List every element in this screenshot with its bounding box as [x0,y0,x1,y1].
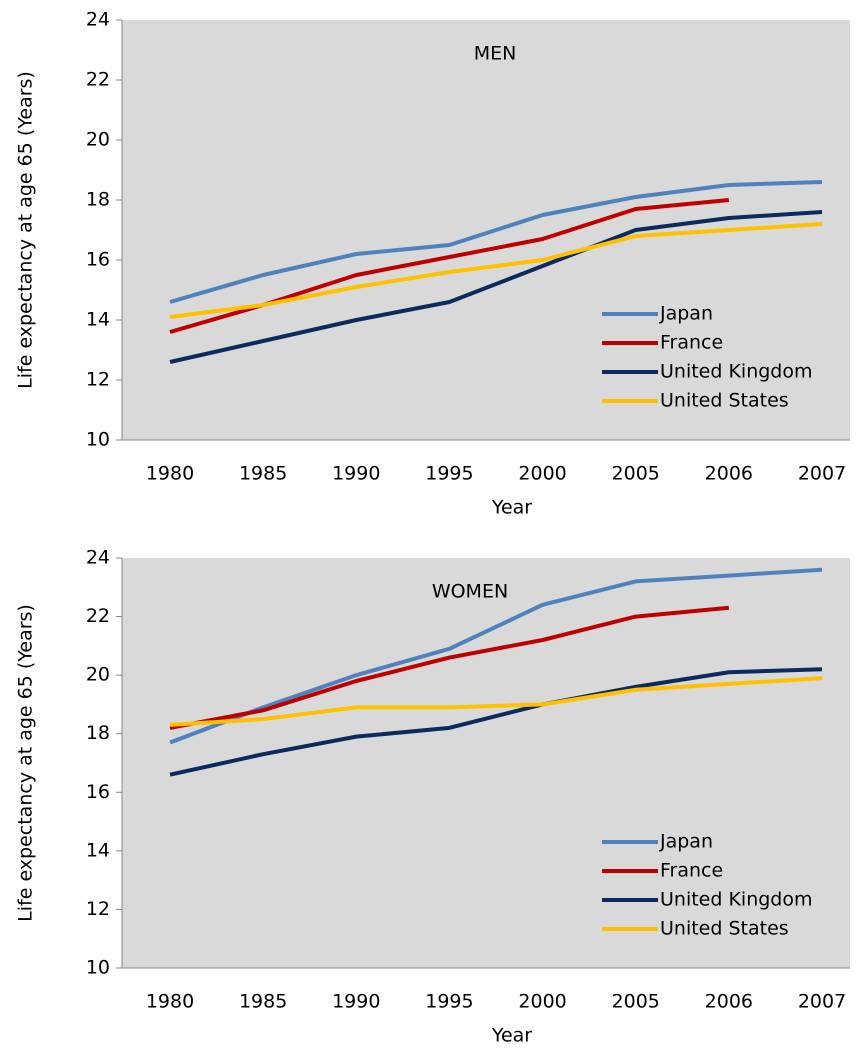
legend-label: United States [660,918,789,940]
y-tick-label: 22 [86,69,110,91]
legend-label: United States [660,390,789,412]
y-axis-label: Life expectancy at age 65 (Years) [15,604,37,922]
legend-label: France [660,860,723,882]
x-tick-label: 1995 [425,463,473,485]
x-tick-label: 2007 [798,991,846,1013]
y-tick-label: 14 [86,309,110,331]
series-line [169,567,823,745]
x-axis-label: Year [491,1025,532,1047]
y-tick-label: 24 [86,9,110,31]
series-line [169,180,823,304]
y-axis-label: Life expectancy at age 65 (Years) [15,71,37,389]
x-tick-label: 1985 [239,463,287,485]
series-line [169,676,823,727]
legend-label: Japan [659,303,713,325]
chart-title: WOMEN [432,581,508,603]
chart-title: MEN [474,43,517,65]
x-tick-label: 2007 [798,463,846,485]
x-axis-label: Year [491,497,532,519]
x-tick-label: 1985 [239,991,287,1013]
x-tick-label: 2006 [705,991,753,1013]
x-tick-label: 1980 [146,991,194,1013]
x-tick-label: 2006 [705,463,753,485]
y-tick-label: 12 [86,369,110,391]
y-tick-label: 20 [86,129,110,151]
legend-label: United Kingdom [660,889,813,911]
plot-area [122,558,850,968]
series-line [169,222,823,319]
x-tick-label: 2000 [518,991,566,1013]
y-tick-label: 18 [86,722,110,744]
x-tick-label: 2005 [612,991,660,1013]
legend-label: France [660,332,723,354]
y-tick-label: 10 [86,957,110,979]
x-tick-label: 2000 [518,463,566,485]
y-tick-label: 24 [86,547,110,569]
y-tick-label: 14 [86,839,110,861]
x-tick-label: 2005 [612,463,660,485]
y-tick-label: 20 [86,664,110,686]
legend-label: Japan [659,831,713,853]
y-tick-label: 16 [86,249,110,271]
y-tick-label: 18 [86,189,110,211]
x-tick-label: 1980 [146,463,194,485]
x-tick-label: 1995 [425,991,473,1013]
y-tick-label: 12 [86,898,110,920]
x-tick-label: 1990 [332,991,380,1013]
x-tick-label: 1990 [332,463,380,485]
series-line [169,210,823,364]
series-line [169,667,823,777]
series-line [169,605,730,730]
legend-label: United Kingdom [660,361,813,383]
y-tick-label: 16 [86,781,110,803]
y-tick-label: 22 [86,605,110,627]
y-tick-label: 10 [86,429,110,451]
